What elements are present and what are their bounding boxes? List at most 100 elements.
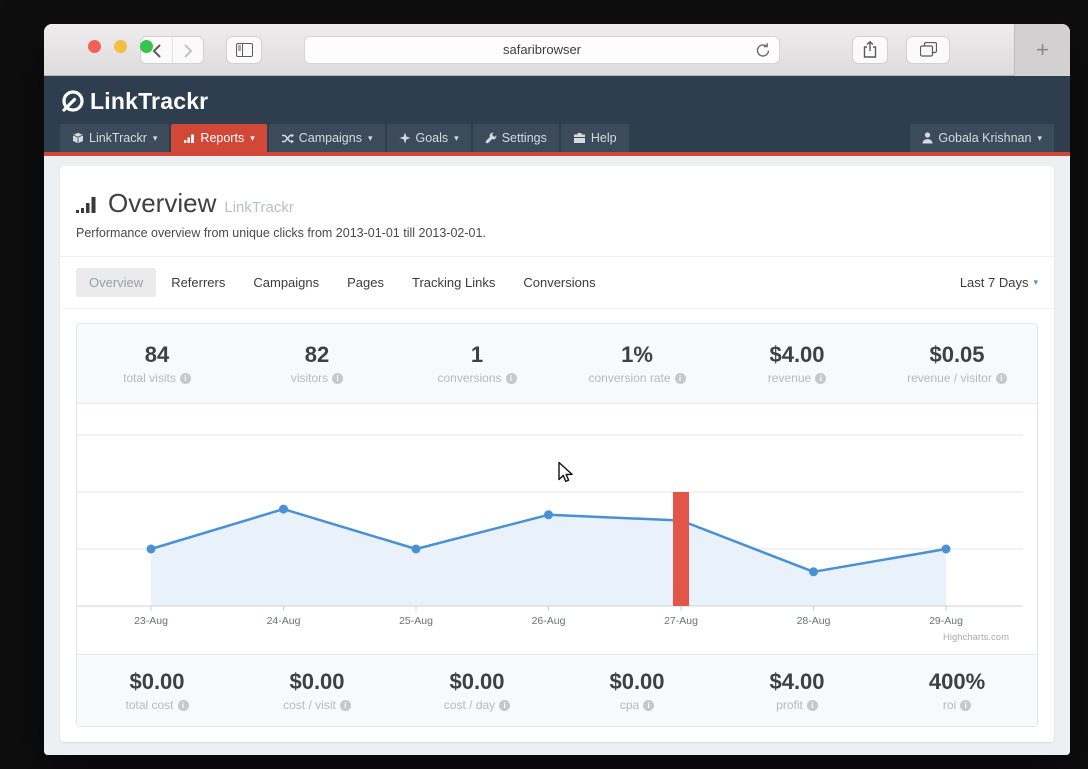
stat-label: revenue i: [768, 371, 827, 385]
sidebar-icon: [235, 42, 253, 57]
site-header: LinkTrackr LinkTrackr ▾ Reports ▾ Campaigns ▾…: [44, 76, 1070, 156]
tab-pages[interactable]: Pages: [347, 275, 385, 290]
stat-roi: 400% roi i: [877, 655, 1037, 726]
nav-item-goals[interactable]: Goals ▾: [386, 124, 471, 152]
stat-value: $0.00: [289, 669, 345, 694]
briefcase-icon: [573, 132, 586, 144]
cube-icon: [72, 132, 84, 144]
info-icon[interactable]: i: [960, 699, 972, 711]
chevron-down-icon: ▾: [250, 132, 255, 143]
tabs-icon: [919, 42, 937, 57]
address-bar[interactable]: safaribrowser: [304, 35, 780, 64]
sidebar-toggle-button[interactable]: [226, 35, 262, 64]
user-menu[interactable]: Gobala Krishnan ▾: [910, 124, 1054, 152]
user-icon: [922, 132, 933, 144]
stat-value: $0.00: [449, 669, 505, 694]
stat-label: total cost i: [125, 698, 189, 712]
main-nav: LinkTrackr ▾ Reports ▾ Campaigns ▾ Goals ▾ Setti…: [44, 124, 1070, 156]
stat-value: $0.00: [609, 669, 665, 694]
stats-row-top: 84 total visits i 82 visitors i 1 conversions i 1…: [77, 324, 1037, 404]
stat-label: revenue / visitor i: [907, 371, 1007, 385]
stat-value: 400%: [928, 669, 986, 694]
nav-item-settings[interactable]: Settings: [472, 124, 559, 152]
info-icon[interactable]: i: [505, 372, 517, 384]
x-axis-label: 26-Aug: [532, 615, 566, 627]
share-button[interactable]: [852, 35, 888, 64]
linktrackr-logo[interactable]: LinkTrackr: [60, 88, 208, 115]
chevron-right-icon: [184, 44, 192, 57]
date-range-selector[interactable]: Last 7 Days ▾: [960, 275, 1038, 290]
info-icon[interactable]: i: [995, 372, 1007, 384]
tab-campaigns[interactable]: Campaigns: [253, 275, 320, 290]
page-title-suffix: LinkTrackr: [224, 199, 294, 216]
nav-item-linktrackr[interactable]: LinkTrackr ▾: [60, 124, 170, 152]
traffic-lights: [88, 40, 153, 53]
new-tab-button[interactable]: +: [1014, 24, 1070, 76]
info-icon[interactable]: i: [806, 699, 818, 711]
nav-item-label: LinkTrackr: [89, 131, 147, 145]
tab-referrers[interactable]: Referrers: [171, 275, 226, 290]
browser-window: safaribrowser: [44, 24, 1070, 755]
nav-item-label: Campaigns: [298, 131, 362, 145]
user-menu-label: Gobala Krishnan: [938, 131, 1032, 145]
x-axis-label: 29-Aug: [929, 615, 963, 627]
chevron-down-icon: ▾: [367, 132, 373, 143]
chevron-down-icon: ▾: [1033, 277, 1038, 287]
stat-revenue-visitor: $0.05 revenue / visitor i: [877, 324, 1037, 403]
stat-label: cost / day i: [444, 698, 511, 712]
stat-cost-visit: $0.00 cost / visit i: [237, 655, 397, 726]
tab-conversions[interactable]: Conversions: [523, 275, 596, 290]
stat-value: $4.00: [769, 342, 825, 367]
data-point-26-Aug: [544, 510, 553, 520]
share-icon: [863, 41, 877, 58]
date-range-label: Last 7 Days: [959, 275, 1029, 290]
data-point-25-Aug: [411, 544, 421, 554]
close-window-button[interactable]: [88, 40, 101, 53]
info-icon[interactable]: i: [177, 699, 189, 711]
bar-chart-icon: [183, 132, 195, 144]
tabs-group: Overview Referrers Campaigns Pages Tracking …: [76, 268, 611, 297]
info-icon[interactable]: i: [339, 699, 351, 711]
data-point-24-Aug: [279, 504, 288, 514]
info-icon[interactable]: i: [674, 372, 686, 384]
info-icon[interactable]: i: [332, 372, 344, 384]
nav-item-campaigns[interactable]: Campaigns ▾: [268, 124, 385, 152]
stat-value: $0.00: [129, 669, 185, 694]
stat-value: 1: [470, 342, 484, 367]
stat-profit: $4.00 profit i: [717, 655, 877, 726]
stat-revenue: $4.00 revenue i: [717, 324, 877, 403]
stat-cost-day: $0.00 cost / day i: [397, 655, 557, 726]
tab-overview[interactable]: Overview: [76, 268, 157, 297]
goals-icon: [399, 132, 411, 144]
minimize-window-button[interactable]: [114, 40, 127, 53]
info-icon[interactable]: i: [499, 699, 511, 711]
linktrackr-logo-icon: [62, 90, 84, 112]
x-axis-label: 23-Aug: [134, 615, 168, 627]
stat-label: conversion rate i: [588, 371, 686, 385]
zoom-window-button[interactable]: [140, 40, 153, 53]
toolbar-right-group: [852, 35, 950, 64]
shuffle-icon: [281, 133, 294, 144]
stat-label: profit i: [776, 698, 818, 712]
reload-button[interactable]: [755, 42, 771, 62]
chevron-down-icon: ▾: [1037, 132, 1042, 143]
nav-item-label: Settings: [501, 131, 547, 145]
report-card: Overview LinkTrackr Performance overview…: [60, 166, 1054, 742]
forward-button[interactable]: [172, 36, 203, 63]
tab-tracking-links[interactable]: Tracking Links: [412, 275, 496, 290]
tab-overview-button[interactable]: [906, 35, 950, 64]
data-point-28-Aug: [809, 567, 818, 577]
info-icon[interactable]: i: [815, 372, 827, 384]
address-bar-text: safaribrowser: [502, 42, 582, 57]
stat-value: $0.05: [929, 342, 985, 367]
stat-value: $4.00: [769, 669, 825, 694]
metrics-panel: 84 total visits i 82 visitors i 1 conversions i 1…: [76, 323, 1038, 727]
nav-item-label: Reports: [200, 131, 245, 145]
nav-item-reports[interactable]: Reports ▾: [171, 124, 267, 152]
nav-item-help[interactable]: Help: [560, 124, 629, 152]
info-icon[interactable]: i: [179, 372, 191, 384]
report-bars-icon: [76, 196, 96, 213]
reload-icon: [756, 42, 770, 57]
browser-toolbar: safaribrowser: [44, 24, 1070, 76]
info-icon[interactable]: i: [643, 699, 655, 711]
